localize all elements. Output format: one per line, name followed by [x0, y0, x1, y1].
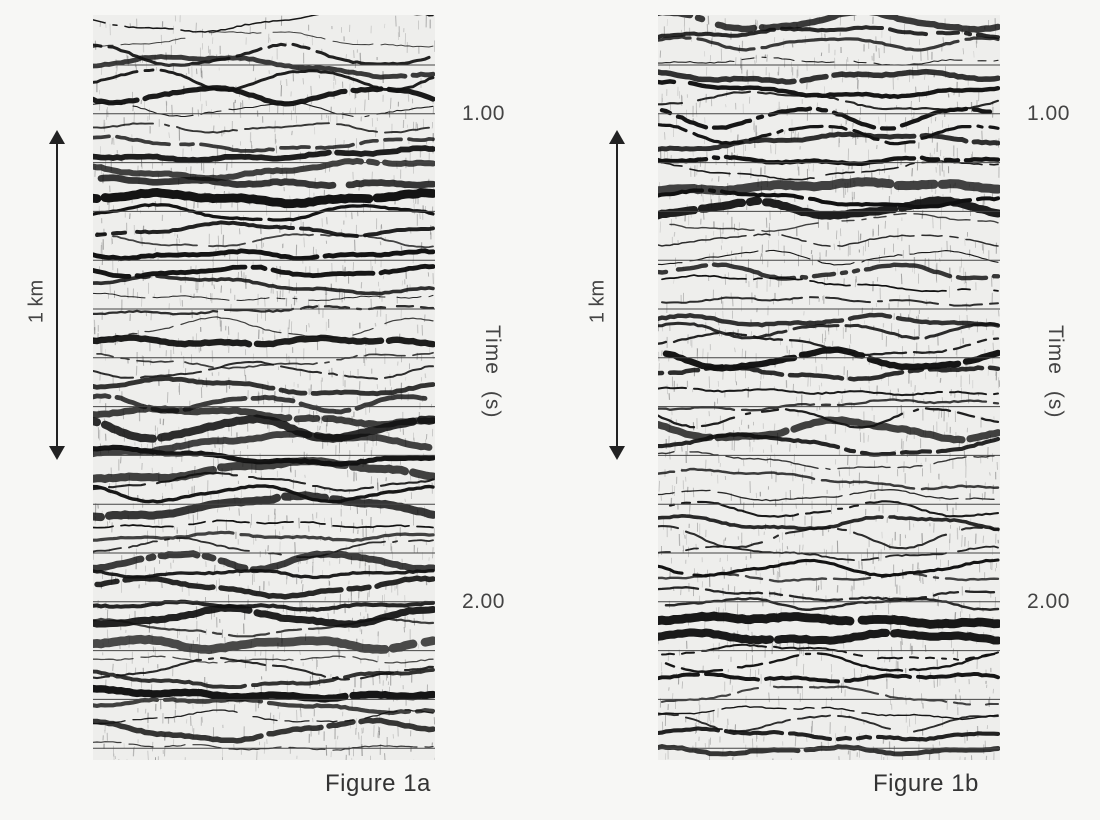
time-axis-title: Time (s) [1043, 325, 1067, 418]
timing-lines [93, 64, 435, 749]
time-tick-2: 2.00 [462, 590, 505, 613]
time-axis-label: Time [1044, 325, 1067, 375]
scale-bar-label: 1 km [25, 279, 48, 324]
seismic-image [658, 15, 1000, 760]
scale-bar-label: 1 km [586, 279, 609, 324]
time-axis-unit: (s) [481, 390, 504, 419]
seismic-image [93, 15, 435, 760]
time-tick-2: 2.00 [1027, 590, 1070, 613]
figure-caption: Figure 1b [873, 770, 979, 797]
reflectors [658, 15, 1000, 757]
seismic-section [93, 15, 435, 760]
scale-arrow [47, 130, 67, 460]
reflectors [93, 15, 435, 751]
time-axis-title: Time (s) [480, 325, 504, 418]
time-axis-unit: (s) [1044, 390, 1067, 419]
figure-1b: 1 km 1.00 2.00 Time (s) Figure 1b [555, 0, 1100, 820]
time-tick-1: 1.00 [1027, 102, 1070, 125]
figure-caption: Figure 1a [325, 770, 431, 797]
timing-lines [658, 64, 1000, 749]
seismic-section [658, 15, 1000, 760]
figure-1a: 1 km 1.00 2.00 Time (s) Figure 1a [0, 0, 545, 820]
time-tick-1: 1.00 [462, 102, 505, 125]
time-axis-label: Time [481, 325, 504, 375]
scale-arrow [607, 130, 627, 460]
